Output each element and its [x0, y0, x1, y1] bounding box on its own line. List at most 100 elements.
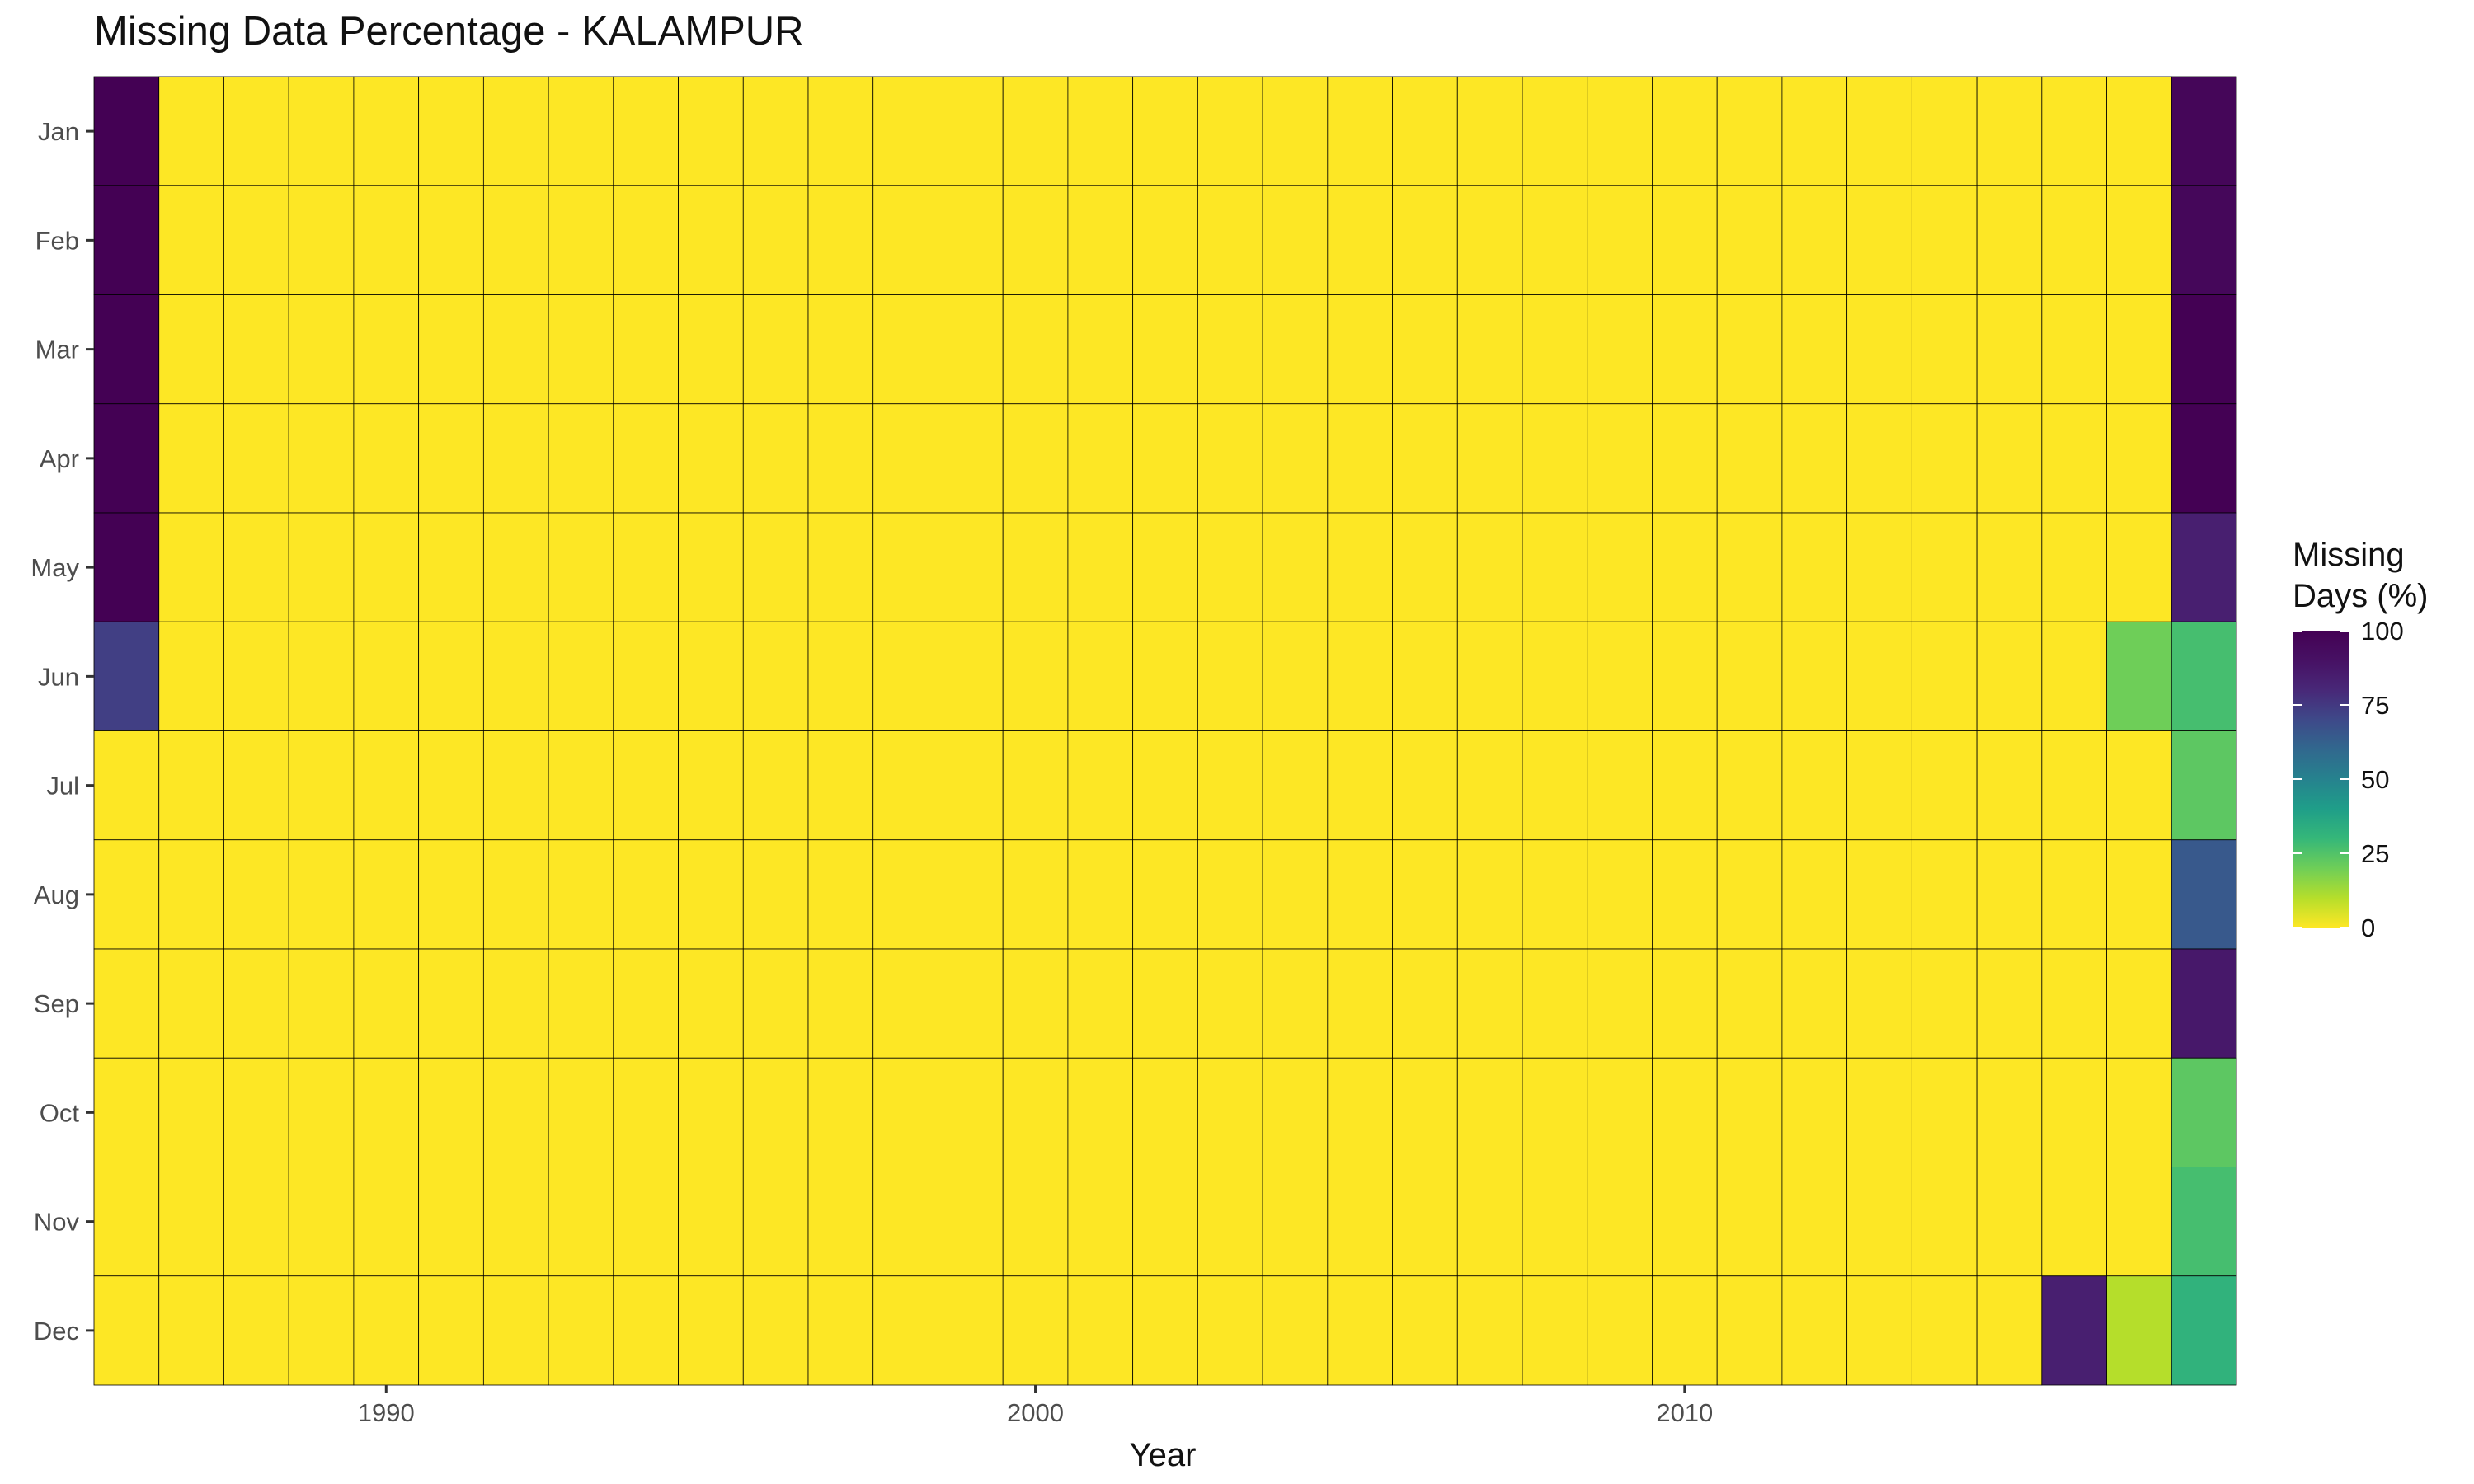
heatmap-cell: [678, 621, 744, 731]
heatmap-cell: [2041, 621, 2107, 731]
heatmap-cell: [1781, 621, 1848, 731]
heatmap-cell: [1392, 1167, 1458, 1277]
heatmap-cell: [1197, 185, 1263, 295]
heatmap-cell: [1392, 1057, 1458, 1167]
heatmap-cell: [1262, 1057, 1329, 1167]
heatmap-cell: [1392, 294, 1458, 405]
heatmap-cell: [1652, 621, 1718, 731]
heatmap-cell: [1456, 294, 1523, 405]
heatmap-cell: [1716, 730, 1783, 841]
heatmap-cell: [1456, 1167, 1523, 1277]
heatmap-cell: [807, 294, 874, 405]
heatmap-cell: [158, 512, 224, 622]
heatmap-cell: [223, 294, 289, 405]
heatmap-cell: [872, 1167, 938, 1277]
heatmap-cell: [1262, 185, 1329, 295]
heatmap-cell: [2171, 1167, 2237, 1277]
heatmap-cell: [288, 730, 355, 841]
heatmap-cell: [938, 948, 1004, 1059]
heatmap-cell: [1781, 1275, 1848, 1386]
heatmap-cell: [1522, 76, 1588, 186]
heatmap-cell: [1587, 730, 1653, 841]
heatmap-cell: [742, 403, 809, 514]
heatmap-cell: [353, 1167, 420, 1277]
heatmap-cell: [1976, 512, 2043, 622]
heatmap-cell: [1587, 294, 1653, 405]
heatmap-cell: [1067, 839, 1134, 950]
heatmap-cell: [1652, 1275, 1718, 1386]
heatmap-cell: [418, 1057, 484, 1167]
heatmap-cell: [158, 1167, 224, 1277]
heatmap-cell: [353, 403, 420, 514]
heatmap-cell: [1262, 1275, 1329, 1386]
heatmap-cell: [1197, 1057, 1263, 1167]
heatmap-cell: [353, 948, 420, 1059]
heatmap-cell: [1781, 403, 1848, 514]
heatmap-cell: [353, 621, 420, 731]
heatmap-cell: [1002, 1167, 1069, 1277]
heatmap-cell: [548, 1275, 614, 1386]
heatmap-cell: [1911, 294, 1978, 405]
heatmap-cell: [548, 621, 614, 731]
heatmap-cell: [548, 730, 614, 841]
heatmap-cell: [1846, 730, 1912, 841]
heatmap-cell: [1132, 403, 1198, 514]
heatmap-cell: [1846, 185, 1912, 295]
heatmap-cell: [93, 76, 160, 186]
heatmap-cell: [742, 185, 809, 295]
heatmap-cell: [1262, 512, 1329, 622]
heatmap-cell: [1327, 1275, 1393, 1386]
heatmap-cell: [1392, 839, 1458, 950]
heatmap-cell: [938, 1167, 1004, 1277]
heatmap-cell: [353, 839, 420, 950]
heatmap-cell: [678, 294, 744, 405]
heatmap-cell: [1781, 512, 1848, 622]
heatmap-cell: [1781, 294, 1848, 405]
heatmap-cell: [678, 185, 744, 295]
heatmap-cell: [158, 839, 224, 950]
heatmap-cell: [742, 1057, 809, 1167]
heatmap-cell: [1327, 948, 1393, 1059]
heatmap-cell: [2171, 948, 2237, 1059]
heatmap-cell: [1911, 730, 1978, 841]
heatmap-cell: [872, 1275, 938, 1386]
heatmap-cell: [1132, 512, 1198, 622]
y-tick-label: Jun: [38, 662, 79, 691]
y-tick-label: Mar: [35, 336, 79, 364]
heatmap-cell: [1262, 76, 1329, 186]
heatmap-cell: [1327, 1167, 1393, 1277]
heatmap-cell: [548, 403, 614, 514]
heatmap-cell: [1522, 403, 1588, 514]
heatmap-cell: [1197, 512, 1263, 622]
heatmap-cell: [2041, 512, 2107, 622]
heatmap-cell: [1392, 185, 1458, 295]
heatmap-cell: [1587, 621, 1653, 731]
y-tick-label: May: [31, 553, 79, 582]
heatmap-cell: [1327, 294, 1393, 405]
x-axis: 1990 2000 2010: [358, 1385, 1713, 1427]
heatmap-cell: [1911, 1167, 1978, 1277]
heatmap-cell: [158, 76, 224, 186]
heatmap-cell: [93, 948, 160, 1059]
heatmap-cell: [548, 1057, 614, 1167]
y-tick-label: Feb: [35, 226, 79, 255]
heatmap-cell: [938, 185, 1004, 295]
legend-title-line2: Days (%): [2293, 578, 2428, 614]
heatmap-cell: [482, 730, 549, 841]
heatmap-cell: [1846, 839, 1912, 950]
heatmap-cell: [158, 730, 224, 841]
heatmap-cell: [1587, 512, 1653, 622]
heatmap-cell: [742, 948, 809, 1059]
heatmap-cell: [288, 839, 355, 950]
heatmap-cell: [1067, 512, 1134, 622]
heatmap-cell: [418, 185, 484, 295]
y-tick-label: Jul: [46, 772, 79, 801]
heatmap-cell: [1067, 76, 1134, 186]
heatmap-cell: [1132, 621, 1198, 731]
heatmap-cell: [1262, 1167, 1329, 1277]
heatmap-cell: [353, 76, 420, 186]
heatmap-cell: [1976, 185, 2043, 295]
heatmap-cell: [1587, 839, 1653, 950]
heatmap-cell: [742, 294, 809, 405]
heatmap-cell: [158, 1057, 224, 1167]
